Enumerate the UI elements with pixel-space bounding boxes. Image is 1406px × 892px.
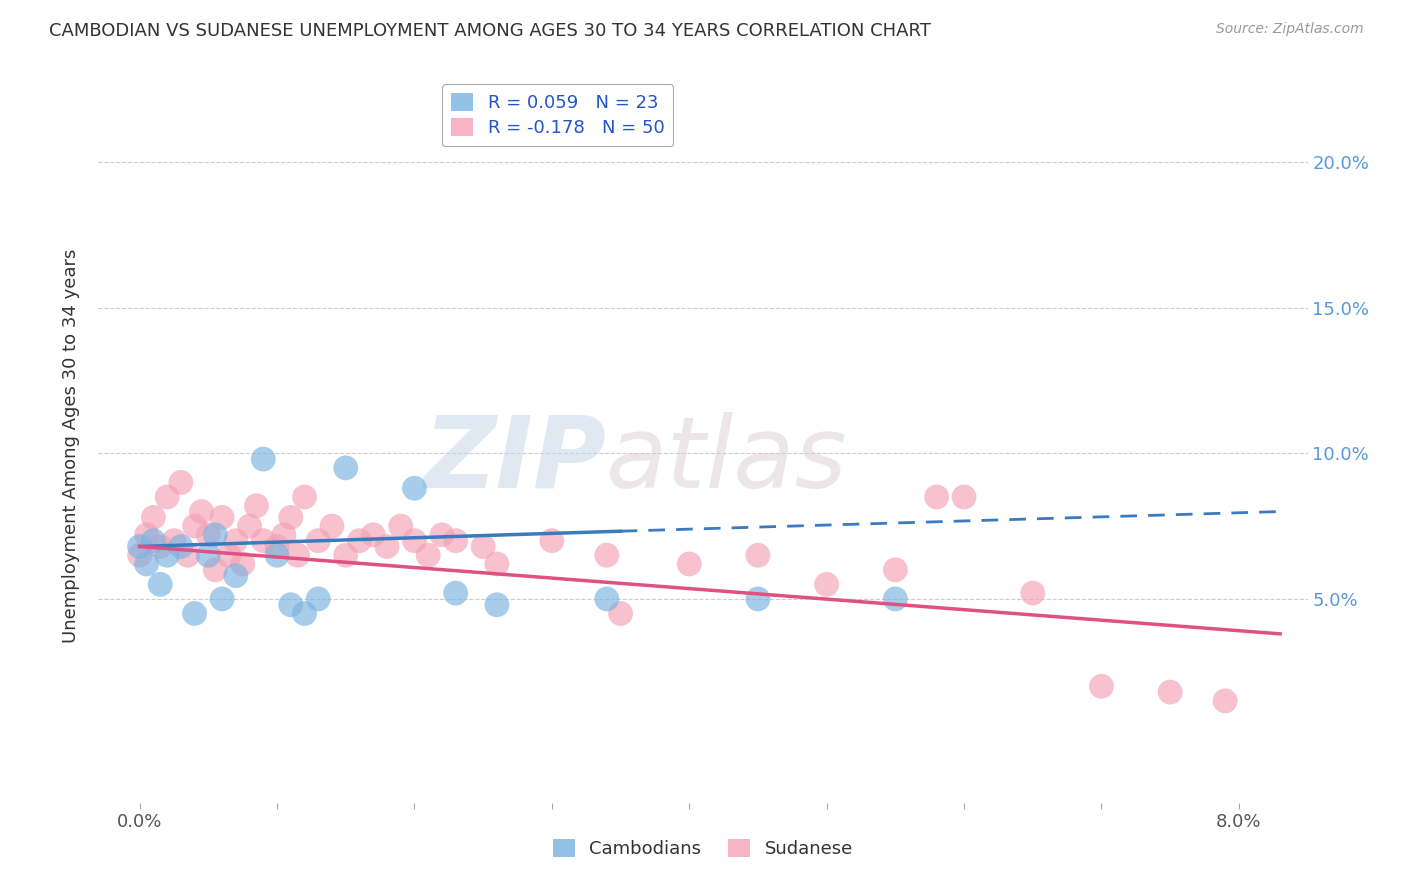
Point: [252, 452, 274, 467]
Point: [232, 557, 254, 571]
Point: [211, 591, 233, 606]
Point: [925, 490, 948, 504]
Point: [540, 533, 562, 548]
Point: [485, 598, 508, 612]
Point: [815, 577, 838, 591]
Text: CAMBODIAN VS SUDANESE UNEMPLOYMENT AMONG AGES 30 TO 34 YEARS CORRELATION CHART: CAMBODIAN VS SUDANESE UNEMPLOYMENT AMONG…: [49, 22, 931, 40]
Point: [218, 548, 240, 562]
Point: [197, 548, 219, 562]
Point: [953, 490, 976, 504]
Point: [404, 533, 426, 548]
Point: [1090, 679, 1112, 693]
Point: [266, 540, 288, 554]
Point: [349, 533, 371, 548]
Point: [149, 577, 172, 591]
Point: [280, 598, 302, 612]
Point: [225, 533, 247, 548]
Point: [1159, 685, 1181, 699]
Point: [1213, 694, 1236, 708]
Point: [239, 519, 262, 533]
Point: [204, 528, 226, 542]
Point: [1022, 586, 1045, 600]
Point: [747, 548, 769, 562]
Point: [884, 591, 907, 606]
Point: [307, 533, 329, 548]
Point: [177, 548, 200, 562]
Point: [444, 533, 467, 548]
Point: [307, 591, 329, 606]
Point: [747, 591, 769, 606]
Point: [280, 510, 302, 524]
Point: [273, 528, 295, 542]
Point: [335, 460, 357, 475]
Point: [361, 528, 384, 542]
Point: [163, 533, 186, 548]
Point: [375, 540, 398, 554]
Point: [245, 499, 267, 513]
Point: [135, 528, 157, 542]
Point: [485, 557, 508, 571]
Point: [211, 510, 233, 524]
Point: [156, 548, 179, 562]
Point: [142, 533, 165, 548]
Point: [252, 533, 274, 548]
Point: [142, 510, 165, 524]
Text: atlas: atlas: [606, 412, 848, 508]
Point: [170, 475, 193, 490]
Point: [204, 563, 226, 577]
Point: [225, 568, 247, 582]
Point: [183, 607, 205, 621]
Point: [321, 519, 343, 533]
Point: [404, 481, 426, 495]
Point: [678, 557, 700, 571]
Point: [389, 519, 412, 533]
Point: [444, 586, 467, 600]
Point: [596, 591, 619, 606]
Point: [335, 548, 357, 562]
Point: [287, 548, 309, 562]
Point: [197, 528, 219, 542]
Point: [183, 519, 205, 533]
Text: ZIP: ZIP: [423, 412, 606, 508]
Point: [430, 528, 453, 542]
Y-axis label: Unemployment Among Ages 30 to 34 years: Unemployment Among Ages 30 to 34 years: [62, 249, 80, 643]
Point: [266, 548, 288, 562]
Legend: Cambodians, Sudanese: Cambodians, Sudanese: [546, 831, 860, 865]
Point: [170, 540, 193, 554]
Point: [128, 540, 150, 554]
Point: [149, 540, 172, 554]
Text: Source: ZipAtlas.com: Source: ZipAtlas.com: [1216, 22, 1364, 37]
Point: [418, 548, 440, 562]
Point: [596, 548, 619, 562]
Point: [294, 490, 316, 504]
Point: [472, 540, 495, 554]
Point: [128, 548, 150, 562]
Point: [156, 490, 179, 504]
Point: [135, 557, 157, 571]
Point: [190, 504, 212, 518]
Point: [609, 607, 631, 621]
Point: [884, 563, 907, 577]
Point: [294, 607, 316, 621]
